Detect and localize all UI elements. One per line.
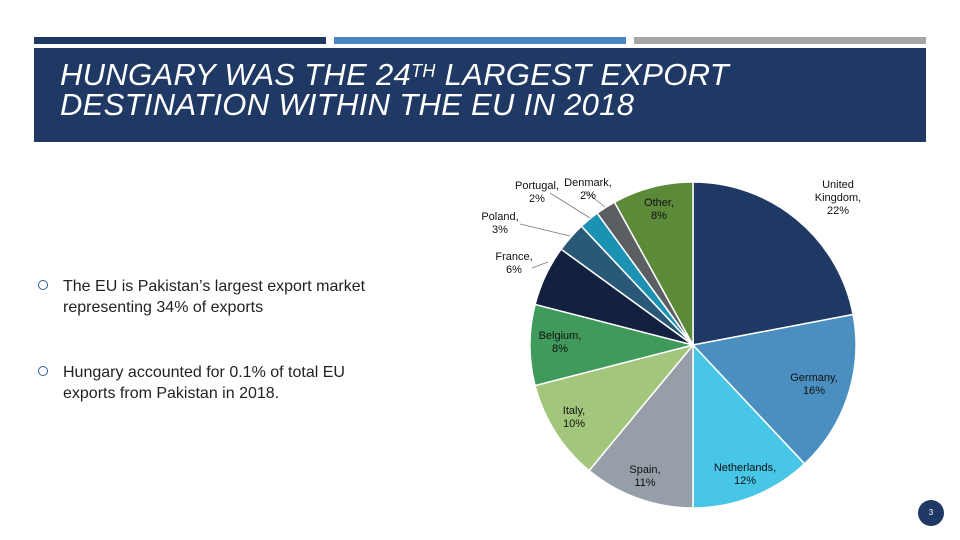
page-title: HUNGARY WAS THE 24TH LARGEST EXPORT DEST… xyxy=(60,57,730,122)
data-label-denmark: Denmark, 2% xyxy=(564,177,612,202)
pie-slice-other xyxy=(613,181,694,346)
leader-line xyxy=(519,223,571,237)
leader-line xyxy=(531,261,549,269)
bullet-text: Hungary accounted for 0.1% of total EU e… xyxy=(63,364,345,402)
pie-slice-netherlands xyxy=(692,343,806,509)
data-label-poland: Poland, 3% xyxy=(481,211,518,236)
data-label-france: France, 6% xyxy=(495,251,532,276)
title-band xyxy=(34,48,926,142)
pie-slice-united-kingdom xyxy=(692,181,854,346)
data-label-other: Other, 8% xyxy=(644,197,674,222)
bullet-circle-icon xyxy=(38,366,48,376)
page-number-badge: 3 xyxy=(918,500,944,526)
data-label-germany: Germany, 16% xyxy=(790,372,837,397)
pie-slice-spain xyxy=(588,342,694,509)
accent-bar-blue xyxy=(334,37,626,44)
accent-bar-gray xyxy=(634,37,926,44)
data-label-portugal: Portugal, 2% xyxy=(515,180,559,205)
data-label-spain: Spain, 11% xyxy=(629,464,660,489)
bullet-text: The EU is Pakistan’s largest export mark… xyxy=(63,278,366,316)
pie-slice-italy xyxy=(534,343,696,472)
data-label-united-kingdom: United Kingdom, 22% xyxy=(815,179,861,217)
bullet-item: The EU is Pakistan’s largest export mark… xyxy=(38,276,368,318)
leader-line xyxy=(584,190,606,208)
leader-line xyxy=(549,192,591,219)
accent-bar-dark xyxy=(34,37,326,44)
bullet-item: Hungary accounted for 0.1% of total EU e… xyxy=(38,362,368,404)
pie-slice-germany xyxy=(691,313,857,465)
data-label-belgium: Belgium, 8% xyxy=(539,330,582,355)
data-label-italy: Italy, 10% xyxy=(563,405,585,430)
data-label-netherlands: Netherlands, 12% xyxy=(714,462,776,487)
bullet-circle-icon xyxy=(38,280,48,290)
